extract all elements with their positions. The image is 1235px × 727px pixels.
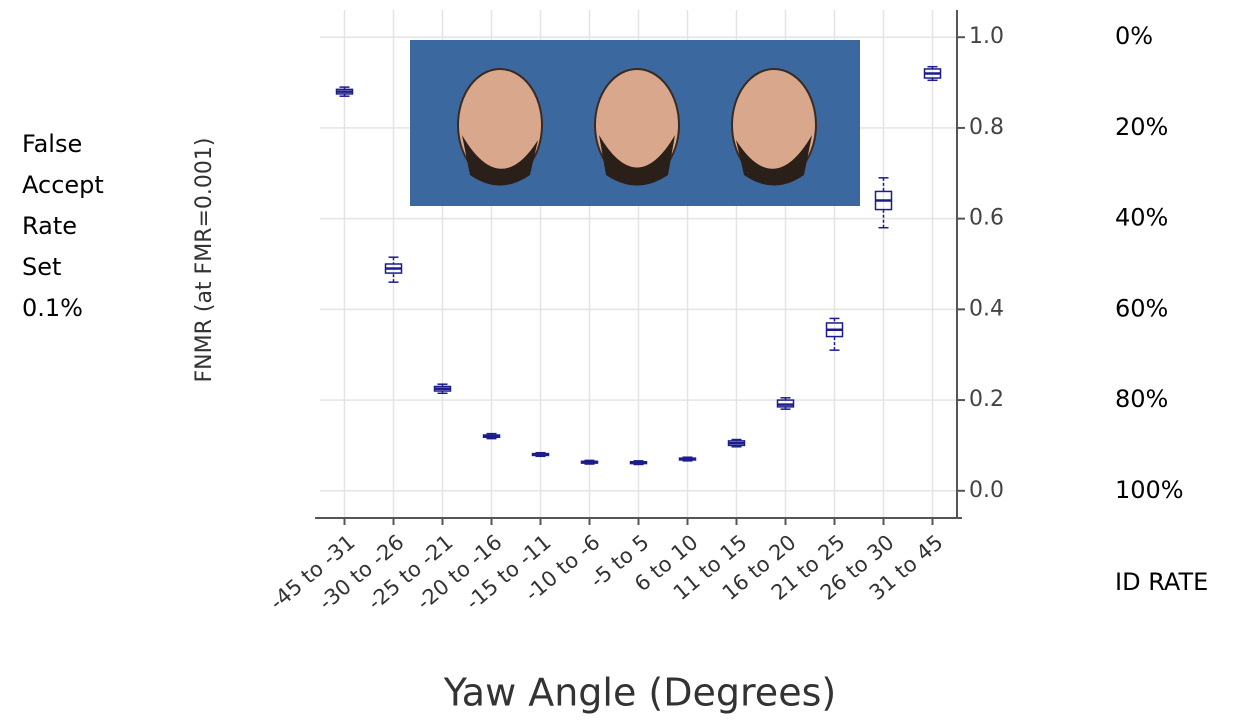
side-note: Accept (22, 171, 104, 199)
x-axis-title: Yaw Angle (Degrees) (443, 671, 836, 715)
face-image (410, 40, 860, 206)
side-note: Rate (22, 212, 77, 240)
y2-axis-title: ID RATE (1115, 568, 1208, 596)
y-tick-label: 1.0 (969, 24, 1004, 49)
side-note: 0.1% (22, 294, 83, 322)
y2-tick-label: 100% (1115, 476, 1184, 504)
y2-tick-label: 0% (1115, 22, 1153, 50)
y2-tick-label: 20% (1115, 113, 1168, 141)
y-tick-label: 0.4 (969, 296, 1004, 321)
y-axis-title: FNMR (at FMR=0.001) (192, 138, 217, 383)
y2-tick-label: 80% (1115, 385, 1168, 413)
side-note: False (22, 130, 82, 158)
y-tick-label: 0.6 (969, 206, 1004, 231)
y-tick-label: 0.2 (969, 387, 1004, 412)
side-note: Set (22, 253, 61, 281)
y-tick-label: 0.8 (969, 115, 1004, 140)
y-tick-label: 0.0 (969, 478, 1004, 503)
y2-tick-label: 60% (1115, 294, 1168, 322)
chart: FNMR (at FMR=0.001) Yaw Angle (Degrees) … (0, 0, 1235, 727)
y2-tick-label: 40% (1115, 204, 1168, 232)
